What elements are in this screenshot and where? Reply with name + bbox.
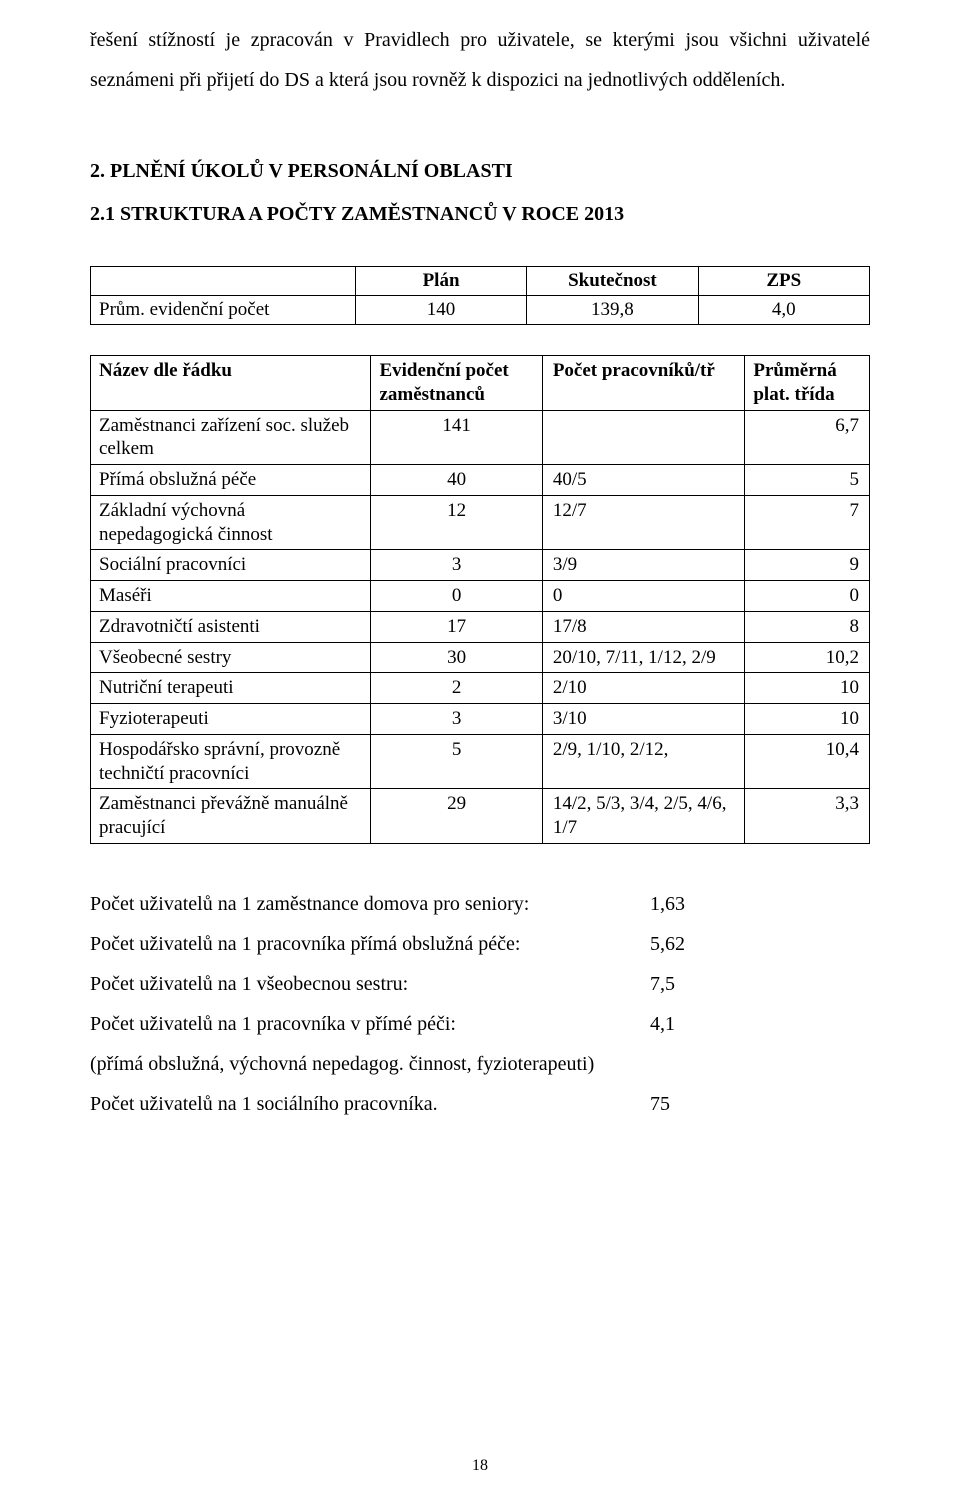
row-c2: 20/10, 7/11, 1/12, 2/9 xyxy=(542,642,745,673)
ratio-value: 75 xyxy=(650,1084,730,1124)
row-c2: 3/9 xyxy=(542,550,745,581)
row-c2: 14/2, 5/3, 3/4, 2/5, 4/6, 1/7 xyxy=(542,789,745,844)
table-row: Fyzioterapeuti 3 3/10 10 xyxy=(91,704,870,735)
row-c3: 10 xyxy=(745,673,870,704)
ratio-row: Počet uživatelů na 1 pracovníka v přímé … xyxy=(90,1004,870,1044)
intro-text-b: Pravidlech pro uživatele, se kterými jso… xyxy=(354,29,870,51)
main-header-0: Název dle řádku xyxy=(91,356,371,411)
row-c3: 5 xyxy=(745,465,870,496)
row-label: Zaměstnanci zařízení soc. služeb celkem xyxy=(91,410,371,465)
ratios-list: Počet uživatelů na 1 zaměstnance domova … xyxy=(90,884,870,1124)
row-label: Hospodářsko správní, provozně techničtí … xyxy=(91,734,371,789)
row-c3: 0 xyxy=(745,581,870,612)
intro-text-a: řešení stížností je zpracován v xyxy=(90,29,354,51)
row-c2: 2/10 xyxy=(542,673,745,704)
ratio-label: Počet uživatelů na 1 všeobecnou sestru: xyxy=(90,964,650,1004)
row-c3: 8 xyxy=(745,611,870,642)
intro-text-c: seznámeni při přijetí do DS a která jsou… xyxy=(90,69,785,91)
plan-table-row: Prům. evidenční počet 140 139,8 4,0 xyxy=(91,296,870,325)
main-header-2: Počet pracovníků/tř xyxy=(542,356,745,411)
ratio-label: Počet uživatelů na 1 pracovníka přímá ob… xyxy=(90,924,650,964)
table-row: Maséři 0 0 0 xyxy=(91,581,870,612)
row-c1: 17 xyxy=(371,611,542,642)
row-label: Zdravotničtí asistenti xyxy=(91,611,371,642)
ratio-label: (přímá obslužná, výchovná nepedagog. čin… xyxy=(90,1044,650,1084)
row-label: Sociální pracovníci xyxy=(91,550,371,581)
ratio-value: 5,62 xyxy=(650,924,730,964)
ratio-row: Počet uživatelů na 1 zaměstnance domova … xyxy=(90,884,870,924)
plan-row-val-0: 140 xyxy=(355,296,526,325)
row-label: Zaměstnanci převážně manuálně pracující xyxy=(91,789,371,844)
row-c2: 2/9, 1/10, 2/12, xyxy=(542,734,745,789)
row-c1: 30 xyxy=(371,642,542,673)
table-row: Zdravotničtí asistenti 17 17/8 8 xyxy=(91,611,870,642)
row-c2: 12/7 xyxy=(542,495,745,550)
table-row: Sociální pracovníci 3 3/9 9 xyxy=(91,550,870,581)
section-heading: 2. PLNĚNÍ ÚKOLŮ V PERSONÁLNÍ OBLASTI xyxy=(90,160,870,183)
table-row: Zaměstnanci převážně manuálně pracující … xyxy=(91,789,870,844)
row-c3: 7 xyxy=(745,495,870,550)
row-c1: 29 xyxy=(371,789,542,844)
subsection-heading: 2.1 STRUKTURA A POČTY ZAMĚSTNANCŮ V ROCE… xyxy=(90,203,870,226)
plan-row-val-1: 139,8 xyxy=(527,296,698,325)
row-c3: 10,2 xyxy=(745,642,870,673)
plan-header-skutecnost: Skutečnost xyxy=(527,267,698,296)
main-table-header-row: Název dle řádku Evidenční počet zaměstna… xyxy=(91,356,870,411)
row-label: Fyzioterapeuti xyxy=(91,704,371,735)
ratio-row: (přímá obslužná, výchovná nepedagog. čin… xyxy=(90,1044,870,1084)
row-c1: 141 xyxy=(371,410,542,465)
page-number: 18 xyxy=(0,1457,960,1475)
ratio-label: Počet uživatelů na 1 pracovníka v přímé … xyxy=(90,1004,650,1044)
plan-table-header-row: Plán Skutečnost ZPS xyxy=(91,267,870,296)
table-row: Přímá obslužná péče 40 40/5 5 xyxy=(91,465,870,496)
row-c2: 0 xyxy=(542,581,745,612)
row-c2: 3/10 xyxy=(542,704,745,735)
ratio-value: 7,5 xyxy=(650,964,730,1004)
row-c1: 40 xyxy=(371,465,542,496)
row-c3: 9 xyxy=(745,550,870,581)
row-c2: 40/5 xyxy=(542,465,745,496)
row-c1: 5 xyxy=(371,734,542,789)
plan-header-empty xyxy=(91,267,356,296)
row-c1: 12 xyxy=(371,495,542,550)
table-row: Nutriční terapeuti 2 2/10 10 xyxy=(91,673,870,704)
ratio-value: 1,63 xyxy=(650,884,730,924)
ratio-row: Počet uživatelů na 1 sociálního pracovní… xyxy=(90,1084,870,1124)
row-label: Všeobecné sestry xyxy=(91,642,371,673)
plan-row-val-2: 4,0 xyxy=(698,296,869,325)
row-label: Nutriční terapeuti xyxy=(91,673,371,704)
plan-header-plan: Plán xyxy=(355,267,526,296)
ratio-row: Počet uživatelů na 1 pracovníka přímá ob… xyxy=(90,924,870,964)
table-row: Hospodářsko správní, provozně techničtí … xyxy=(91,734,870,789)
row-c3: 10 xyxy=(745,704,870,735)
row-label: Přímá obslužná péče xyxy=(91,465,371,496)
main-header-3: Průměrná plat. třída xyxy=(745,356,870,411)
intro-paragraph: řešení stížností je zpracován v Pravidle… xyxy=(90,20,870,100)
ratio-value xyxy=(650,1044,730,1084)
row-label: Základní výchovná nepedagogická činnost xyxy=(91,495,371,550)
row-c3: 3,3 xyxy=(745,789,870,844)
row-c2 xyxy=(542,410,745,465)
page: řešení stížností je zpracován v Pravidle… xyxy=(0,20,960,1495)
row-c1: 2 xyxy=(371,673,542,704)
ratio-row: Počet uživatelů na 1 všeobecnou sestru: … xyxy=(90,964,870,1004)
row-label: Maséři xyxy=(91,581,371,612)
main-header-1: Evidenční počet zaměstnanců xyxy=(371,356,542,411)
ratio-label: Počet uživatelů na 1 sociálního pracovní… xyxy=(90,1084,650,1124)
ratio-value: 4,1 xyxy=(650,1004,730,1044)
table-row: Základní výchovná nepedagogická činnost … xyxy=(91,495,870,550)
row-c1: 0 xyxy=(371,581,542,612)
plan-row-label: Prům. evidenční počet xyxy=(91,296,356,325)
plan-header-zps: ZPS xyxy=(698,267,869,296)
row-c1: 3 xyxy=(371,550,542,581)
row-c3: 10,4 xyxy=(745,734,870,789)
ratio-label: Počet uživatelů na 1 zaměstnance domova … xyxy=(90,884,650,924)
table-row: Všeobecné sestry 30 20/10, 7/11, 1/12, 2… xyxy=(91,642,870,673)
row-c3: 6,7 xyxy=(745,410,870,465)
row-c1: 3 xyxy=(371,704,542,735)
table-row: Zaměstnanci zařízení soc. služeb celkem … xyxy=(91,410,870,465)
main-table: Název dle řádku Evidenční počet zaměstna… xyxy=(90,355,870,844)
row-c2: 17/8 xyxy=(542,611,745,642)
plan-table: Plán Skutečnost ZPS Prům. evidenční poče… xyxy=(90,266,870,325)
